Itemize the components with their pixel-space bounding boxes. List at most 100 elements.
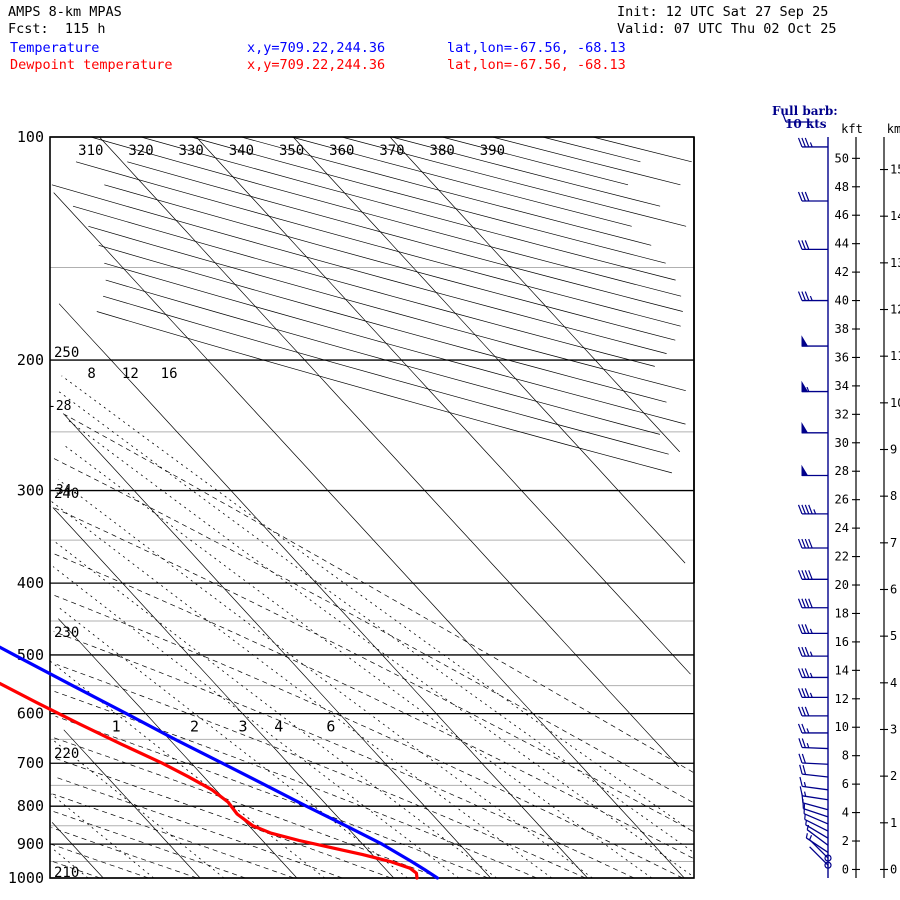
isobar-lines [50,136,694,879]
dewpoint-xy: x,y=709.22,244.36 [247,57,386,73]
theta-label-left: 230 [54,625,79,641]
km-tick-label: 9. [890,443,900,457]
theta-label-left: 240 [54,486,79,502]
theta-label: 310 [78,143,103,159]
theta-label: 340 [229,143,254,159]
kft-tick-label: 50 [835,151,849,165]
km-tick-label: 7. [890,536,900,550]
kft-tick-label: 38 [835,322,849,336]
dewpoint-profile-curve [0,681,419,880]
mixing-ratio-lines [50,375,693,879]
temperature-xy: x,y=709.22,244.36 [247,40,386,56]
km-tick-label: 8. [890,489,900,503]
kft-tick-label: 48 [835,180,849,194]
altitude-axes: kft km02468101214161820222426283032343638… [835,122,900,878]
mixing-ratio-label: 1 [112,718,121,736]
wind-barb [799,776,829,791]
pressure-label: 200 [17,351,44,369]
pressure-label: 1000 [8,869,44,887]
theta-label: 380 [430,143,455,159]
dewpoint-latlon: lat,lon=-67.56, -68.13 [447,57,626,73]
kft-tick-label: 20 [835,578,849,592]
wind-barb [798,738,829,750]
wind-barb [804,814,829,832]
temperature-profile-curve [0,645,439,880]
wind-barb [797,688,828,699]
kft-tick-label: 4 [842,806,849,820]
kft-tick-label: 30 [835,436,849,450]
wind-barb [801,464,828,477]
theta-label: 320 [128,143,153,159]
wind-barb [798,753,829,765]
moist-adiabat-lines [49,411,694,879]
valid-time: Valid: 07 UTC Thu 02 Oct 25 [617,21,837,37]
kft-tick-label: 16 [835,635,849,649]
mixing-ratio-label: 2 [190,718,199,736]
wind-barb [797,191,828,202]
kft-tick-label: 0 [842,862,849,876]
model-title: AMPS 8-km MPAS [8,4,122,20]
theta-label: 330 [179,143,204,159]
mixing-ratio-label: 6 [326,718,335,736]
kft-tick-label: 28 [835,464,849,478]
isotherm-lines [52,137,691,879]
pressure-label: 100 [17,128,44,146]
km-tick-label: 6. [890,582,900,596]
wind-barb [797,240,828,251]
km-tick-label: 4. [890,676,900,690]
kft-tick-label: 32 [835,407,849,421]
theta-labels: 310 320 330 340 350 360 370 380 390 250 240 230 220 2… [48,143,505,881]
mixing-ratio-label: 4 [274,718,283,736]
km-tick-label: 10. [890,396,900,410]
km-tick-label: 2. [890,769,900,783]
mixing-ratio-label: 3 [239,718,248,736]
kft-tick-label: 24 [835,521,849,535]
wind-barb [801,422,828,434]
plot-frame [49,136,695,879]
mixing-ratio-labels: 1 2 3 4 6 [112,718,336,736]
pressure-label: 800 [17,797,44,815]
theta-label: 390 [480,143,505,159]
kft-tick-label: 22 [835,550,849,564]
temperature-line [0,645,439,880]
kft-tick-label: 34 [835,379,849,393]
km-tick-label: 1. [890,816,900,830]
km-axis-title: km [887,122,900,136]
kft-tick-label: 8 [842,749,849,763]
init-time: Init: 12 UTC Sat 27 Sep 25 [617,4,829,20]
wind-barb [805,833,829,853]
wind-barb [799,786,829,801]
temp-tick-label: 16 [161,366,178,382]
wind-barb [809,846,832,869]
legend-temperature: Temperature [10,40,100,56]
pressure-label: 900 [17,835,44,853]
temperature-tick-labels: 8 12 16 [87,366,177,382]
km-tick-label: 14. [890,209,900,223]
wind-barb [801,335,828,347]
theta-label: 370 [379,143,404,159]
barb-key-value: 10 kts [785,117,827,131]
kft-tick-label: 46 [835,208,849,222]
dewpoint-temperature-line [0,681,419,880]
kft-tick-label: 12 [835,692,849,706]
pressure-label: 400 [17,574,44,592]
wind-barb [797,624,828,635]
theta-label-left: 220 [54,746,79,762]
dry-adiabat-lines [51,136,692,474]
wind-barb [797,646,828,657]
wind-barb [797,504,828,515]
theta-label-left: 250 [54,345,79,361]
km-tick-label: 11. [890,349,900,363]
wind-barb [801,380,828,393]
km-tick-label: 0. [890,862,900,876]
wind-barbs [797,137,832,869]
pressure-label: 300 [17,482,44,500]
wind-barb [797,723,828,734]
theta-label: 350 [279,143,304,159]
kft-axis-title: kft [841,122,863,136]
km-tick-label: 12. [890,303,900,317]
kft-tick-label: 14 [835,663,849,677]
wind-barb [797,570,828,580]
key-wind-barb [781,112,812,123]
km-tick-label: 3. [890,722,900,736]
